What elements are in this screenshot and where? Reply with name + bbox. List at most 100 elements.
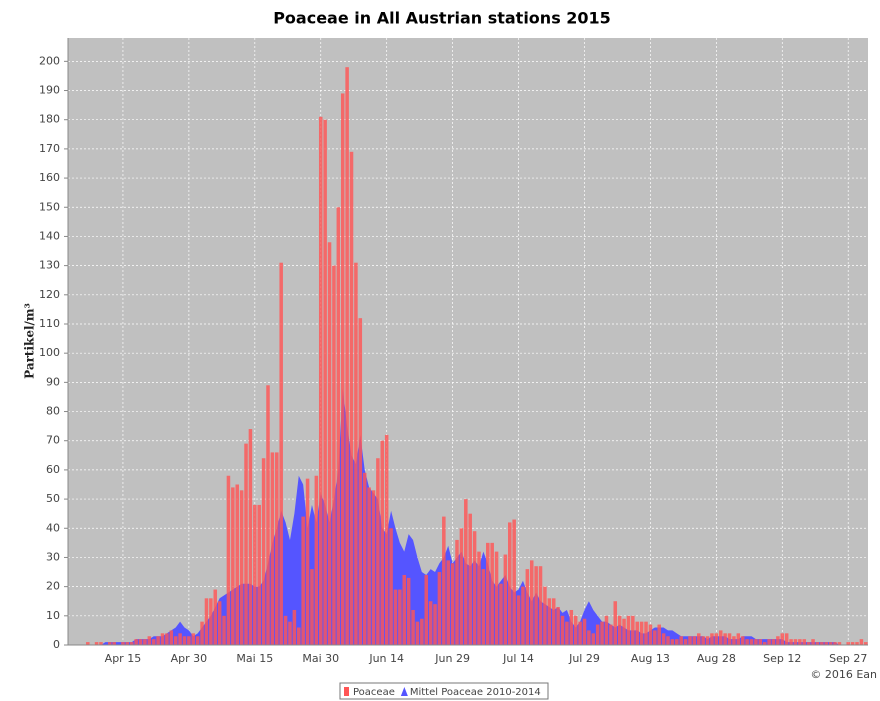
y-tick-label: 160 (39, 171, 60, 184)
bar (134, 639, 138, 645)
bar (160, 633, 165, 645)
bar (248, 429, 253, 645)
bar (261, 458, 266, 645)
bar (455, 539, 459, 645)
bar (609, 624, 613, 645)
bar (648, 624, 653, 645)
bar (446, 560, 450, 645)
bar (780, 633, 785, 645)
bar (481, 569, 486, 645)
bar (222, 615, 226, 645)
x-tick-label: Sep 27 (829, 652, 867, 665)
bar (697, 633, 701, 645)
bar (688, 636, 692, 645)
y-tick-label: 30 (46, 550, 60, 563)
y-tick-label: 20 (46, 580, 60, 593)
bar (310, 569, 314, 645)
bar (710, 633, 714, 645)
bar (573, 615, 578, 645)
x-tick-label: Jul 29 (568, 652, 600, 665)
bar (486, 542, 490, 645)
bar (789, 639, 793, 645)
bar (683, 639, 688, 645)
bar (556, 607, 560, 645)
legend-swatch (344, 687, 349, 696)
x-tick-label: Apr 30 (171, 652, 208, 665)
bar (740, 636, 745, 645)
x-tick-label: Jun 14 (368, 652, 404, 665)
bar (323, 119, 327, 645)
bar (543, 586, 547, 645)
bar (376, 458, 380, 645)
bar (806, 642, 811, 645)
bar (578, 621, 582, 645)
plot-area (68, 38, 868, 645)
bar (828, 642, 833, 645)
bar (604, 615, 609, 645)
bar (129, 642, 134, 645)
bar (850, 642, 855, 645)
bar (275, 452, 279, 645)
x-tick-label: Apr 15 (105, 652, 142, 665)
bar (538, 566, 543, 645)
bar (393, 589, 398, 645)
bar (226, 475, 231, 645)
bar (279, 262, 283, 645)
bar (169, 630, 174, 645)
bar (345, 67, 349, 646)
bar (297, 627, 301, 645)
legend-box (339, 682, 549, 700)
bar (253, 504, 257, 645)
y-tick-label: 110 (39, 317, 60, 330)
y-tick-label: 90 (46, 375, 60, 388)
y-axis-label: Partikel/m³ (23, 303, 37, 379)
x-tick-label: Aug 28 (697, 652, 736, 665)
bar (639, 621, 644, 645)
bar (450, 563, 455, 645)
y-tick-label: 100 (39, 346, 60, 359)
copyright: © 2016 Ean (810, 668, 877, 681)
bar (802, 639, 807, 645)
y-tick-label: 140 (39, 229, 60, 242)
bar (503, 554, 508, 645)
bar (582, 618, 587, 645)
bar (508, 522, 512, 645)
bar (235, 484, 239, 645)
bar (635, 621, 639, 645)
bar (213, 589, 218, 645)
bar (551, 598, 556, 645)
bar (266, 385, 270, 645)
x-tick-label: Sep 12 (763, 652, 801, 665)
y-tick-label: 40 (46, 521, 60, 534)
bar (108, 642, 112, 645)
bar (424, 574, 428, 645)
bar (859, 639, 864, 645)
bar (758, 639, 763, 645)
bar (283, 615, 288, 645)
bar (182, 636, 187, 645)
y-tick-label: 190 (39, 84, 60, 97)
bar (499, 583, 503, 645)
bar (204, 598, 209, 645)
bar (754, 639, 758, 645)
bar (837, 642, 842, 645)
bar (784, 633, 789, 645)
bar (349, 151, 354, 645)
bar (661, 633, 666, 645)
bar (644, 621, 648, 645)
bar (305, 478, 310, 645)
bar (622, 618, 626, 645)
bar (384, 434, 389, 645)
bar (490, 542, 494, 645)
bar (534, 566, 538, 645)
bar (846, 642, 850, 645)
bar (477, 551, 481, 645)
y-tick-label: 120 (39, 288, 60, 301)
bar (156, 636, 160, 645)
x-tick-label: Mai 15 (236, 652, 273, 665)
x-tick-label: Mai 30 (302, 652, 339, 665)
bar (138, 639, 143, 645)
bar (464, 499, 468, 645)
bar (657, 624, 661, 645)
bar (86, 642, 90, 645)
